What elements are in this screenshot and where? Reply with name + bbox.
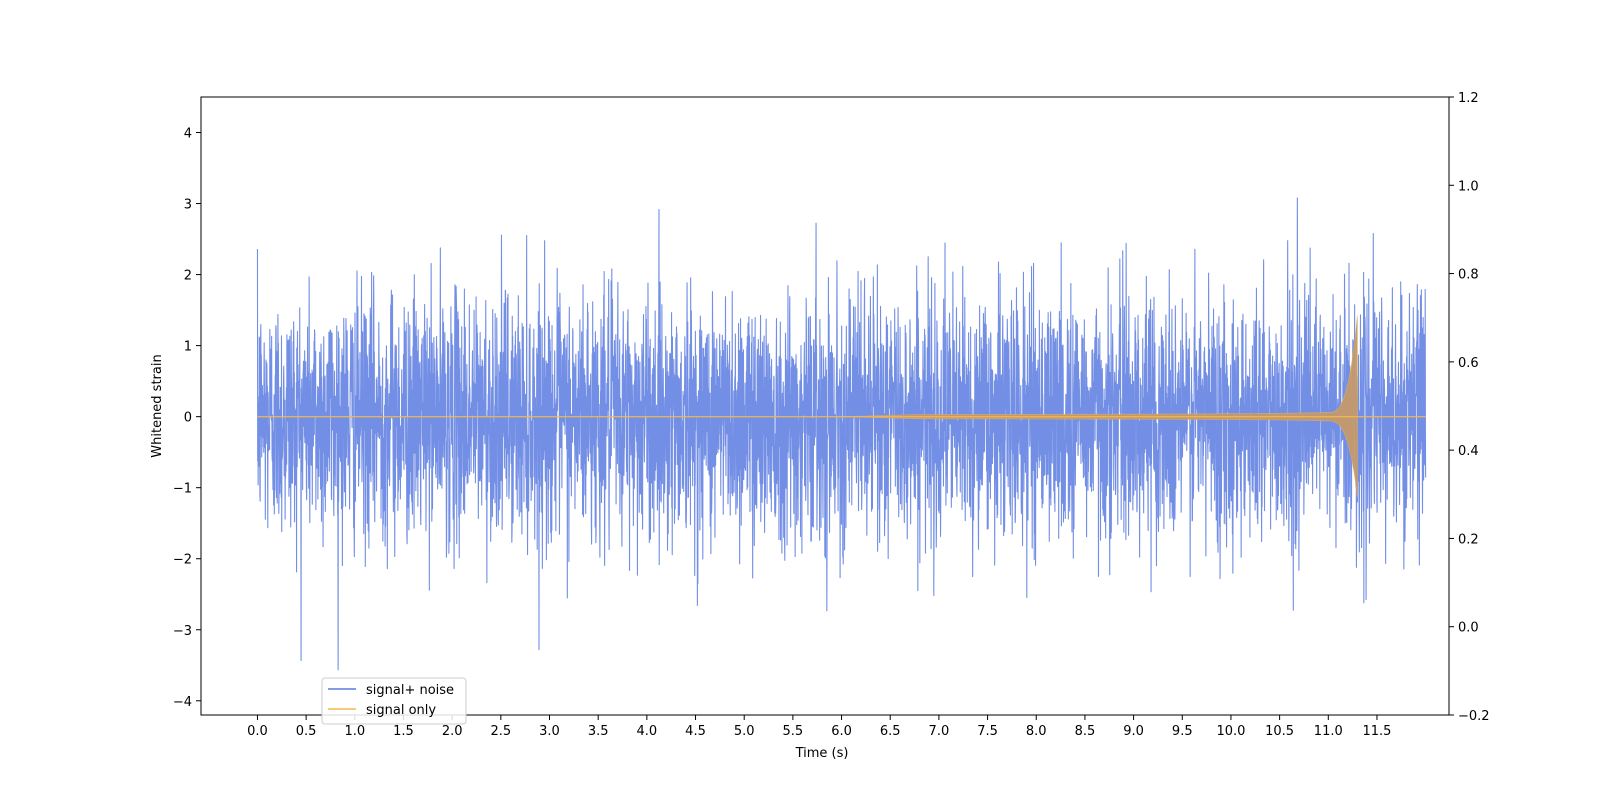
y-tick-label: 1 bbox=[184, 340, 192, 355]
y2-tick-label: −0.2 bbox=[1458, 709, 1490, 724]
y-tick-label: 2 bbox=[184, 269, 192, 284]
y2-tick-label: 0.8 bbox=[1458, 268, 1479, 283]
x-tick-label: 3.0 bbox=[539, 724, 560, 739]
plot-frame bbox=[200, 96, 1450, 716]
x-tick-label: 1.0 bbox=[344, 724, 365, 739]
y-axis: −4 −3 −2 −1 0 1 2 3 4 bbox=[173, 127, 201, 710]
x-tick-label: 7.0 bbox=[929, 724, 950, 739]
y-tick-label: −1 bbox=[173, 482, 192, 497]
y2-tick-label: 1.0 bbox=[1458, 179, 1479, 194]
x-axis: 0.0 0.5 1.0 1.5 2.0 2.5 3.0 3.5 4.0 4.5 5.0 5.5 6.0 6… bbox=[247, 715, 1391, 739]
x-tick-label: 10.5 bbox=[1265, 724, 1294, 739]
x-tick-label: 2.5 bbox=[490, 724, 511, 739]
y2-tick-label: 0.0 bbox=[1458, 621, 1479, 636]
y-tick-label: −3 bbox=[173, 624, 192, 639]
x-tick-label: 2.0 bbox=[442, 724, 463, 739]
x-tick-label: 9.0 bbox=[1123, 724, 1144, 739]
x-tick-label: 4.0 bbox=[637, 724, 658, 739]
x-tick-label: 0.5 bbox=[296, 724, 317, 739]
series-signal-noise-line bbox=[256, 197, 1427, 671]
y-tick-label: 0 bbox=[184, 411, 192, 426]
x-tick-label: 1.5 bbox=[393, 724, 414, 739]
x-tick-label: 6.5 bbox=[880, 724, 901, 739]
y-tick-label: 4 bbox=[184, 127, 192, 142]
x-tick-label: 3.5 bbox=[588, 724, 609, 739]
x-tick-label: 9.5 bbox=[1172, 724, 1193, 739]
x-tick-label: 0.0 bbox=[247, 724, 268, 739]
x-tick-label: 5.5 bbox=[783, 724, 804, 739]
x-axis-label: Time (s) bbox=[795, 746, 849, 761]
y2-axis: −0.2 0.0 0.2 0.4 0.6 0.8 1.0 1.2 bbox=[1449, 91, 1490, 724]
x-tick-label: 4.5 bbox=[685, 724, 706, 739]
x-tick-label: 7.5 bbox=[977, 724, 998, 739]
y2-tick-label: 0.6 bbox=[1458, 356, 1479, 371]
x-tick-label: 11.5 bbox=[1362, 724, 1391, 739]
x-tick-label: 5.0 bbox=[734, 724, 755, 739]
legend-box bbox=[321, 677, 467, 725]
legend: signal+ noise signal only bbox=[321, 677, 467, 725]
x-tick-label: 6.0 bbox=[831, 724, 852, 739]
x-tick-label: 11.0 bbox=[1314, 724, 1343, 739]
y2-tick-label: 0.2 bbox=[1458, 532, 1479, 547]
y2-tick-label: 0.4 bbox=[1458, 444, 1479, 459]
y-tick-label: −2 bbox=[173, 553, 192, 568]
x-tick-label: 10.0 bbox=[1216, 724, 1245, 739]
x-tick-label: 8.5 bbox=[1075, 724, 1096, 739]
y-axis-label: Whitened strain bbox=[150, 354, 165, 457]
series-signal-only-envelope bbox=[841, 315, 1358, 498]
x-tick-label: 8.0 bbox=[1026, 724, 1047, 739]
y2-tick-label: 1.2 bbox=[1458, 91, 1479, 106]
legend-label-signal-only: signal only bbox=[366, 703, 436, 718]
y-tick-label: −4 bbox=[173, 695, 192, 710]
legend-label-signal-noise: signal+ noise bbox=[366, 683, 454, 698]
y-tick-label: 3 bbox=[184, 198, 192, 213]
